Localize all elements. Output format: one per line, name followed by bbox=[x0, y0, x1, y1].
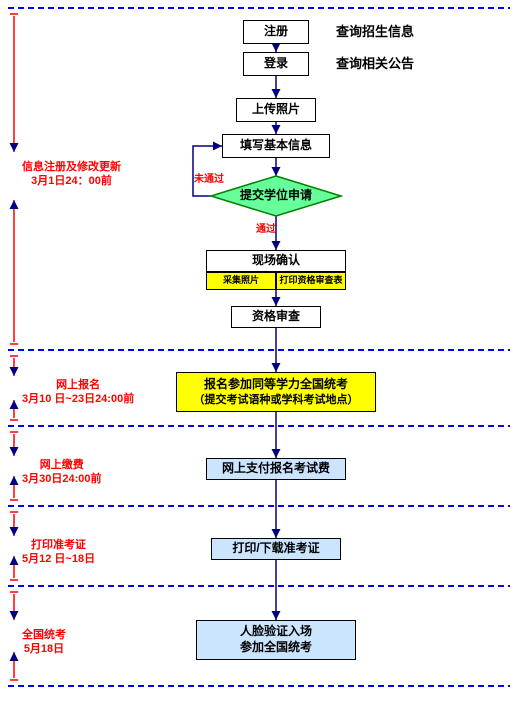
phase-1: 信息注册及修改更新3月1日24：00前 bbox=[22, 160, 121, 189]
phase-2: 网上报名3月10 日~23日24:00前 bbox=[22, 378, 134, 407]
node-signup: 报名参加同等学力全国统考 （提交考试语种或学科考试地点） bbox=[176, 372, 376, 412]
node-print-qual: 打印资格审查表 bbox=[276, 272, 346, 290]
node-print-ticket: 打印/下载准考证 bbox=[211, 538, 341, 560]
node-fill-info: 填写基本信息 bbox=[222, 134, 330, 158]
phase-4: 打印准考证5月12 日~18日 bbox=[22, 538, 95, 567]
node-upload-photo: 上传照片 bbox=[236, 98, 316, 122]
node-exam-line2: 参加全国统考 bbox=[240, 640, 312, 656]
node-signup-line2: （提交考试语种或学科考试地点） bbox=[194, 393, 359, 407]
node-query-notice: 查询相关公告 bbox=[325, 52, 425, 76]
node-login: 登录 bbox=[243, 52, 309, 76]
node-exam-line1: 人脸验证入场 bbox=[240, 624, 312, 640]
node-exam: 人脸验证入场 参加全国统考 bbox=[196, 620, 356, 660]
node-qual-review: 资格审查 bbox=[231, 306, 321, 328]
node-collect-photo: 采集照片 bbox=[206, 272, 276, 290]
node-pay: 网上支付报名考试费 bbox=[206, 458, 346, 480]
label-fail: 未通过 bbox=[194, 170, 224, 185]
node-query-admission: 查询招生信息 bbox=[325, 20, 425, 44]
node-submit-app: 提交学位申请 bbox=[216, 186, 336, 206]
node-signup-line1: 报名参加同等学力全国统考 bbox=[204, 377, 348, 393]
label-pass: 通过 bbox=[256, 220, 276, 235]
node-onsite-confirm: 现场确认 bbox=[206, 250, 346, 272]
phase-5: 全国统考5月18日 bbox=[22, 628, 66, 657]
node-register: 注册 bbox=[243, 20, 309, 44]
phase-3: 网上缴费3月30日24:00前 bbox=[22, 458, 102, 487]
